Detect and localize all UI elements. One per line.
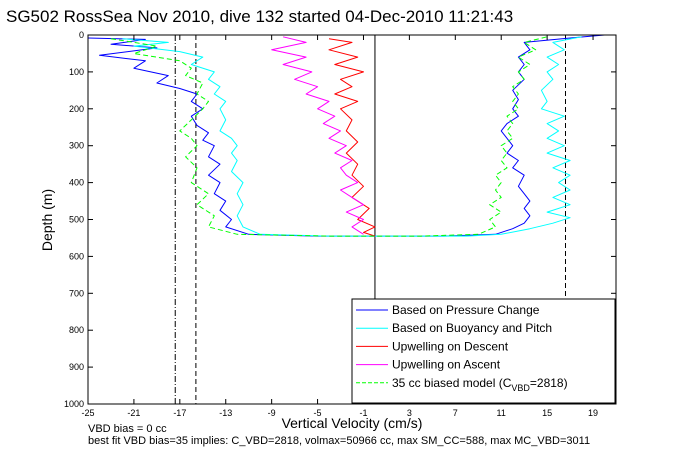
y-tick-label-9: 900: [69, 362, 84, 372]
x-tick-label-5: -5: [314, 408, 322, 418]
y-tick-label-3: 300: [69, 141, 84, 151]
footer-line-1: VBD bias = 0 cc: [88, 423, 167, 435]
y-tick-label-1: 100: [69, 67, 84, 77]
legend-label-3: Upwelling on Ascent: [392, 358, 501, 372]
x-tick-label-6: -1: [359, 408, 367, 418]
y-tick-label-6: 600: [69, 251, 84, 261]
x-tick-label-0: -25: [81, 408, 94, 418]
legend-label-1: Based on Buoyancy and Pitch: [392, 321, 552, 335]
y-tick-label-5: 500: [69, 215, 84, 225]
legend-box: [351, 298, 616, 404]
legend-label-4: 35 cc biased model (CVBD=2818): [392, 376, 568, 393]
y-tick-label-0: 0: [79, 30, 84, 40]
series-line-1: [122, 36, 582, 237]
y-tick-label-10: 1000: [64, 399, 84, 409]
x-tick-label-10: 15: [542, 408, 552, 418]
x-tick-label-9: 11: [497, 408, 506, 418]
chart-title: SG502 RossSea Nov 2010, dive 132 started…: [6, 7, 513, 26]
series-line-3: [271, 36, 364, 235]
y-axis: 0 100 200 300 400 500 600 700 800 900 1000: [64, 30, 616, 409]
series-line-0: [87, 34, 605, 237]
x-axis-label: Vertical Velocity (cm/s): [282, 415, 423, 431]
x-tick-label-3: -13: [219, 408, 232, 418]
x-tick-label-8: 7: [453, 408, 458, 418]
y-tick-label-8: 800: [69, 325, 84, 335]
legend-label-2: Upwelling on Descent: [392, 339, 509, 353]
y-tick-label-4: 400: [69, 178, 84, 188]
x-tick-label-1: -21: [127, 408, 140, 418]
y-axis-label: Depth (m): [39, 189, 55, 251]
y-tick-label-2: 200: [69, 104, 84, 114]
x-tick-label-11: 19: [588, 408, 598, 418]
x-tick-label-2: -17: [173, 408, 186, 418]
x-tick-label-7: 3: [407, 408, 412, 418]
footer-line-2: best fit VBD bias=35 implies: C_VBD=2818…: [88, 435, 590, 447]
series-group: [87, 34, 605, 237]
series-line-4: [110, 36, 548, 237]
legend-label-0: Based on Pressure Change: [392, 303, 540, 317]
legend: Based on Pressure Change Based on Buoyanc…: [351, 298, 616, 404]
y-tick-label-7: 700: [69, 288, 84, 298]
x-tick-label-4: -9: [268, 408, 276, 418]
series-line-2: [328, 38, 376, 237]
